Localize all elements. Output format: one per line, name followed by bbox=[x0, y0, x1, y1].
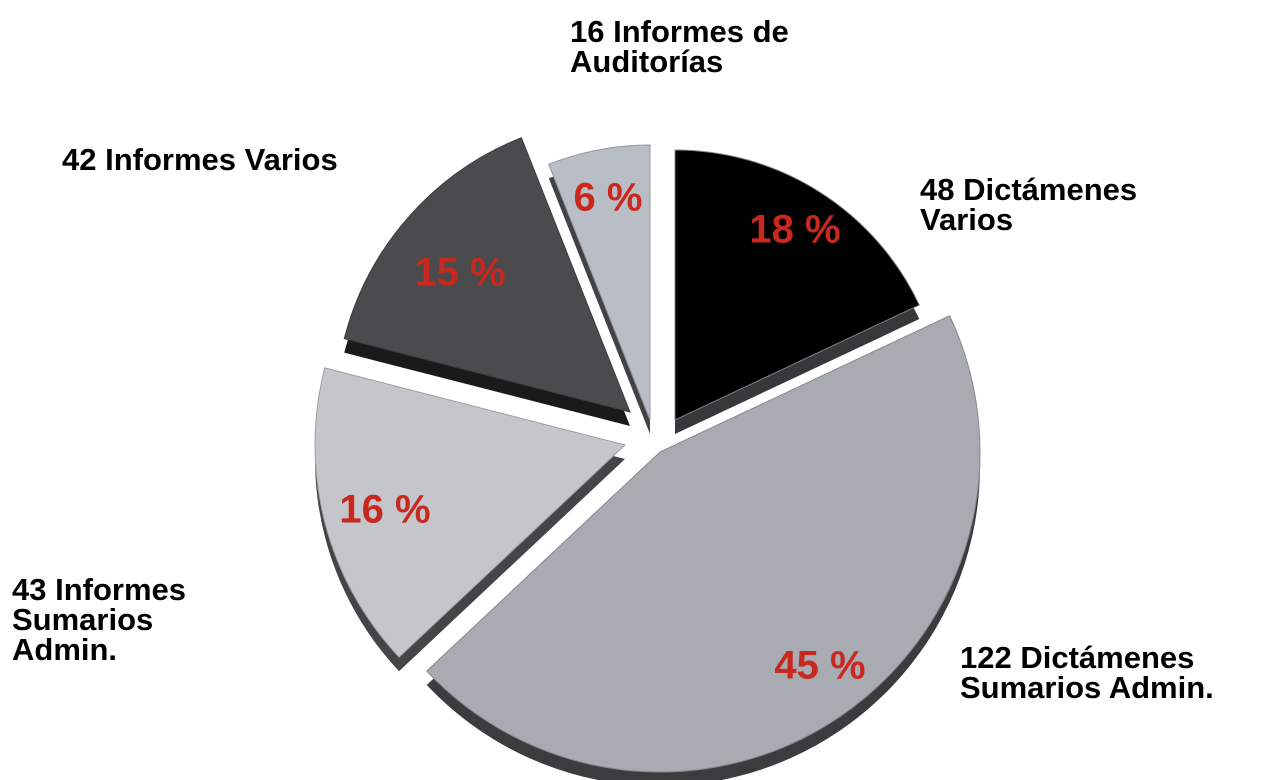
value-label: 15 % bbox=[414, 251, 505, 295]
category-label-line: 42 Informes Varios bbox=[62, 142, 338, 177]
category-label-line: Varios bbox=[920, 202, 1013, 237]
value-label: 16 % bbox=[339, 488, 430, 532]
category-label: 42 Informes Varios bbox=[62, 142, 338, 177]
value-label: 6 % bbox=[574, 176, 643, 220]
category-label-line: Auditorías bbox=[570, 44, 723, 79]
category-label-line: 48 Dictámenes bbox=[920, 172, 1137, 207]
category-label: 43 Informes Sumarios Admin. bbox=[12, 572, 186, 667]
slice bbox=[674, 149, 920, 421]
slice bbox=[314, 367, 627, 658]
value-label: 45 % bbox=[774, 644, 865, 688]
category-label-line: Admin. bbox=[12, 632, 117, 667]
category-label-line: 16 Informes de bbox=[570, 14, 789, 49]
category-label-line: Sumarios Admin. bbox=[960, 670, 1214, 705]
category-label-line: 122 Dictámenes bbox=[960, 640, 1194, 675]
category-label-line: Sumarios bbox=[12, 602, 153, 637]
category-label-line: 43 Informes bbox=[12, 572, 186, 607]
slice bbox=[426, 315, 981, 773]
category-label: 122 Dictámenes Sumarios Admin. bbox=[960, 640, 1214, 705]
value-label: 18 % bbox=[749, 208, 840, 252]
slice bbox=[548, 144, 651, 421]
category-label: 48 Dictámenes Varios bbox=[920, 172, 1137, 237]
slice bbox=[343, 137, 631, 413]
category-label: 16 Informes de Auditorías bbox=[570, 14, 789, 79]
